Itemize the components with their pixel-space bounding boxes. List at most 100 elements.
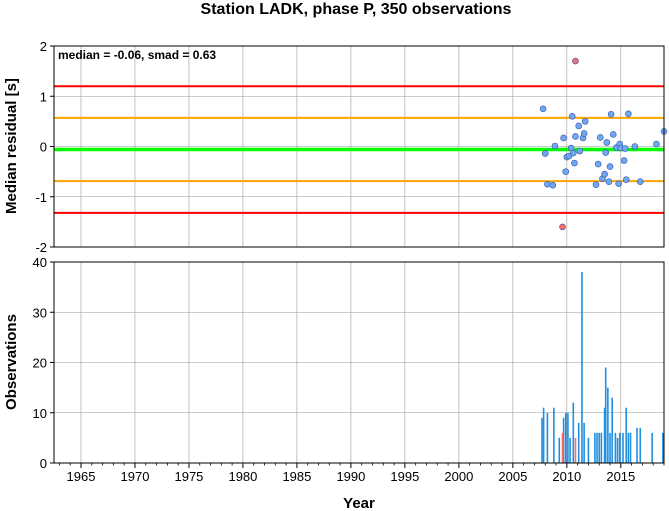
outlier-point	[559, 223, 566, 231]
observation-bar	[581, 272, 583, 463]
observation-bar	[546, 412, 549, 463]
residual-points	[539, 57, 668, 231]
year-x-tick-label: 2000	[444, 469, 473, 484]
observation-bar	[542, 407, 545, 463]
residual-point	[653, 140, 660, 148]
observation-bar	[622, 432, 624, 463]
residual-point	[541, 150, 549, 157]
year-x-tick-label: 1975	[174, 469, 203, 484]
residual-y-tick-label: -1	[35, 190, 47, 205]
observation-bar	[569, 437, 571, 463]
observations-y-tick-label: 20	[33, 356, 47, 371]
median-smad-annotation: median = -0.06, smad = 0.63	[58, 48, 216, 62]
residual-point	[636, 178, 644, 185]
residual-point	[544, 180, 551, 188]
residual-point	[539, 105, 547, 113]
residual-point	[606, 163, 614, 170]
observation-bar	[564, 412, 567, 463]
year-x-tick-label: 1995	[390, 469, 419, 484]
outlier-observation-bar	[561, 432, 564, 463]
observation-bar	[587, 437, 590, 463]
residual-point	[631, 143, 639, 150]
observation-bar	[541, 417, 543, 463]
residual-point	[602, 149, 609, 156]
year-x-tick-label: 2010	[552, 469, 581, 484]
residual-y-tick-label: 2	[40, 39, 47, 54]
residual-point	[620, 157, 628, 164]
observations-y-tick-label: 30	[33, 305, 47, 320]
outlier-point	[572, 57, 579, 65]
residual-y-tick-label: -2	[35, 240, 47, 255]
residual-point	[622, 176, 630, 183]
observation-bars	[541, 272, 664, 463]
residual-point	[575, 122, 583, 130]
observation-bar	[662, 432, 664, 463]
residual-point	[580, 130, 588, 137]
figure-title: Station LADK, phase P, 350 observations	[201, 1, 512, 18]
observations-y-tick-label: 40	[33, 255, 47, 270]
observation-bar	[627, 432, 630, 463]
year-x-axis-ticks: 1965 1970 1975 1980 1985 1990 1995 2000 2005 2010…	[58, 463, 665, 484]
observations-panel: 0 10 20 30 40 1965 1970 1975 1980 1985 1990 1995 20…	[3, 255, 665, 511]
residual-y-axis-ticks: -2 -1 0 1 2	[35, 39, 54, 255]
observation-bar	[616, 437, 619, 463]
observation-bar	[598, 432, 601, 463]
year-x-tick-label: 1990	[336, 469, 365, 484]
residual-y-tick-label: 1	[40, 89, 47, 104]
year-x-tick-label: 2015	[606, 469, 635, 484]
observation-bar	[558, 437, 561, 463]
residual-point	[562, 168, 570, 175]
residual-point	[570, 149, 577, 157]
residual-point	[571, 159, 578, 167]
year-x-tick-label: 1980	[228, 469, 257, 484]
residual-point	[572, 133, 579, 140]
residual-point	[597, 134, 604, 141]
residual-point	[549, 181, 557, 189]
outlier-observation-bar	[574, 437, 577, 463]
observation-bar	[567, 412, 569, 463]
observation-bar	[607, 387, 609, 463]
residual-point	[560, 134, 567, 142]
observation-bar	[639, 427, 642, 463]
observation-bar	[583, 422, 585, 463]
residual-point	[621, 145, 629, 152]
residual-point	[615, 180, 622, 187]
observations-y-tick-label: 0	[40, 456, 47, 471]
residual-panel-frame	[53, 45, 665, 248]
observations-y-axis-ticks: 0 10 20 30 40	[33, 255, 54, 471]
observation-bar	[618, 432, 621, 463]
observations-y-tick-label: 10	[33, 406, 47, 421]
residual-point	[568, 113, 576, 120]
year-x-tick-label: 1970	[121, 469, 150, 484]
residual-point	[594, 160, 602, 168]
residual-threshold-lines	[54, 85, 664, 214]
year-x-tick-label: 2005	[498, 469, 527, 484]
observation-bar	[600, 432, 603, 463]
observations-panel-frame	[53, 261, 665, 464]
observation-bar	[651, 432, 653, 463]
observation-bar	[614, 432, 617, 463]
observation-bar	[636, 427, 638, 463]
residual-point	[551, 142, 559, 150]
residual-point	[609, 131, 617, 138]
observation-bar	[577, 422, 580, 463]
residual-point	[601, 170, 608, 178]
observation-bar	[596, 432, 598, 463]
observation-bar	[603, 407, 606, 463]
residual-point	[592, 181, 600, 188]
observation-bar	[572, 402, 575, 463]
residual-y-tick-label: 0	[40, 140, 47, 155]
observation-bar	[609, 432, 611, 463]
year-x-axis-label: Year	[343, 495, 375, 511]
residual-point	[625, 110, 632, 118]
observation-bar	[594, 432, 596, 463]
observation-bar	[625, 407, 628, 463]
year-x-tick-label: 1985	[282, 469, 311, 484]
residual-point	[576, 147, 584, 155]
observation-bar	[553, 407, 555, 463]
observation-bar	[604, 367, 607, 463]
observation-bar	[562, 417, 565, 463]
year-x-tick-label: 1965	[67, 469, 96, 484]
observations-y-axis-label: Observations	[3, 314, 20, 410]
